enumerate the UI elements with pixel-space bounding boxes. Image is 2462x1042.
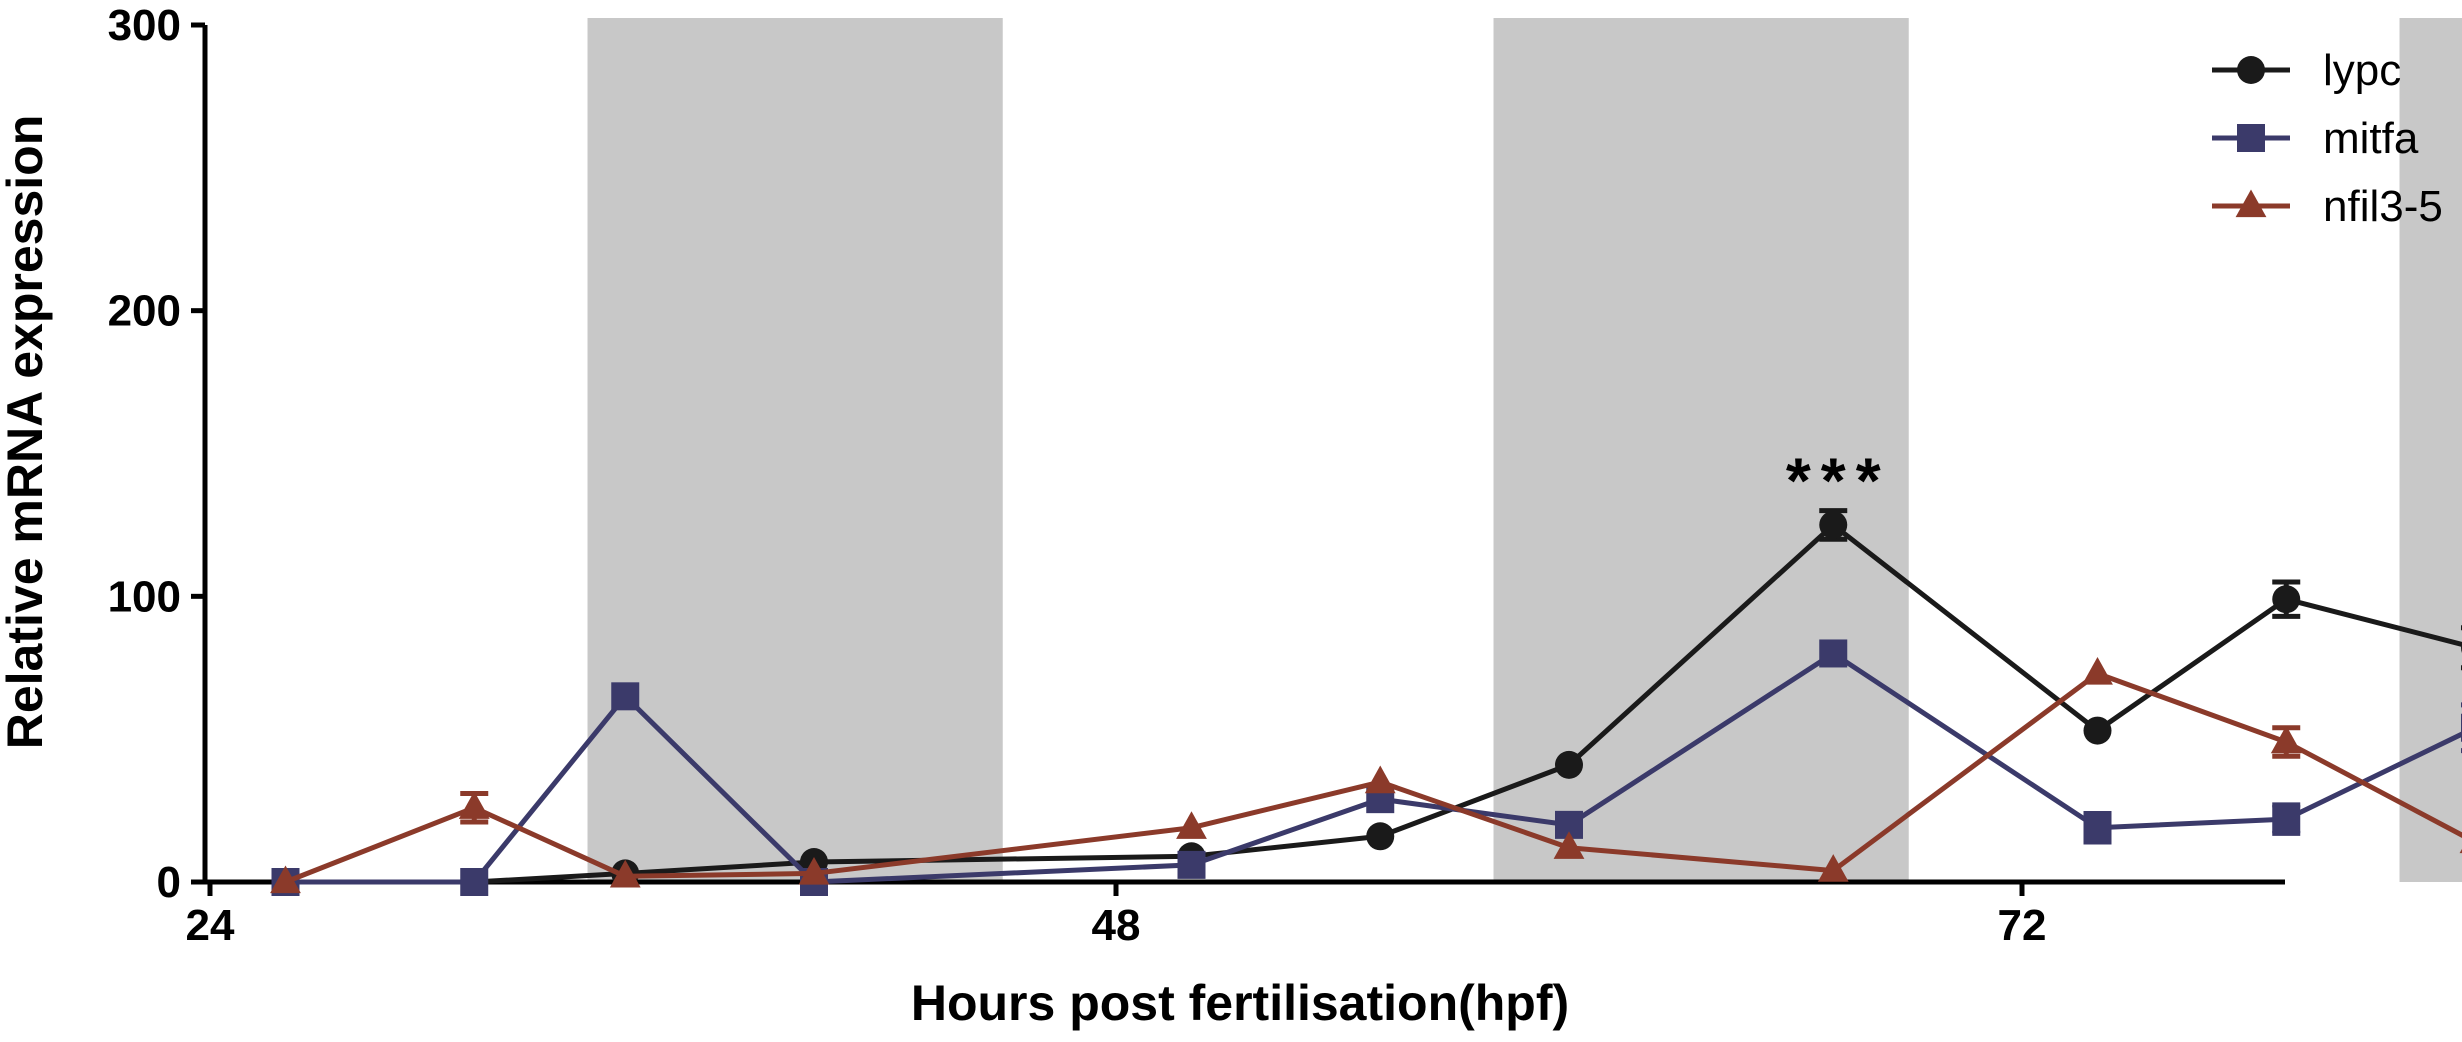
data-point-nfil3-5-8 bbox=[1817, 854, 1849, 882]
x-tick-label-72: 72 bbox=[1998, 901, 2047, 950]
series-line-mitfa bbox=[285, 650, 2462, 885]
data-point-nfil3-5-10 bbox=[2270, 725, 2302, 754]
data-point-nfil3-5-1 bbox=[270, 865, 301, 894]
y-tick-label-200: 200 bbox=[108, 287, 181, 336]
series-line-nfil3-5 bbox=[284, 670, 2462, 885]
data-point-nfil3-5-11 bbox=[2459, 848, 2462, 854]
shaded-band-1 bbox=[587, 18, 1003, 882]
data-point-mitfa-8 bbox=[1819, 639, 1848, 668]
axes: 010020030024487296120 bbox=[108, 1, 2285, 950]
data-point-mitfa-5 bbox=[1177, 850, 1206, 879]
data-point-nfil3-5-9 bbox=[2082, 656, 2113, 685]
data-point-mitfa-10 bbox=[2272, 805, 2301, 834]
annotations: ********* bbox=[1786, 444, 1891, 516]
legend-label-nfil3-5: nfil3-5 bbox=[2323, 182, 2443, 231]
data-point-nfil3-5-7 bbox=[1553, 831, 1585, 859]
shaded-intervals bbox=[587, 18, 2462, 882]
legend-marker-lypc bbox=[2237, 56, 2265, 84]
legend-label-lypc: lypc bbox=[2323, 46, 2401, 95]
data-point-mitfa-2 bbox=[460, 868, 489, 896]
data-point-lypc-10 bbox=[2272, 585, 2301, 614]
legend: lypc mitfa nfil3-5 bbox=[2212, 46, 2443, 231]
data-point-nfil3-5-2 bbox=[458, 791, 490, 819]
series-line-lypc bbox=[285, 522, 2462, 885]
data-point-nfil3-5-5 bbox=[1176, 811, 1207, 839]
legend-item-lypc: lypc bbox=[2212, 46, 2401, 95]
significance-label-1: *** bbox=[1786, 444, 1891, 516]
y-axis-title: Relative mRNA expression bbox=[0, 115, 53, 750]
y-tick-label-100: 100 bbox=[108, 572, 181, 621]
legend-marker-mitfa bbox=[2237, 124, 2265, 152]
x-tick-label-48: 48 bbox=[1092, 901, 1141, 950]
y-tick-label-300: 300 bbox=[108, 1, 181, 50]
data-point-nfil3-5-4 bbox=[798, 856, 830, 885]
data-point-mitfa-3 bbox=[611, 682, 640, 711]
data-point-mitfa-9 bbox=[2083, 813, 2112, 842]
legend-item-nfil3-5: nfil3-5 bbox=[2212, 182, 2443, 231]
data-point-lypc-8 bbox=[1819, 510, 1848, 539]
data-point-lypc-6 bbox=[1366, 822, 1395, 851]
data-point-nfil3-5-6 bbox=[1364, 765, 1396, 794]
data-point-lypc-9 bbox=[2083, 716, 2112, 745]
y-tick-label-0: 0 bbox=[157, 858, 181, 907]
legend-item-mitfa: mitfa bbox=[2212, 114, 2419, 163]
data-point-nfil3-5-3 bbox=[609, 859, 641, 888]
legend-marker-nfil3-5 bbox=[2235, 189, 2267, 218]
series-nfil3-5 bbox=[270, 656, 2462, 894]
series bbox=[270, 508, 2462, 896]
data-point-lypc-7 bbox=[1555, 750, 1583, 779]
x-axis-title: Hours post fertilisation(hpf) bbox=[911, 975, 1569, 1031]
x-tick-label-24: 24 bbox=[186, 901, 235, 950]
legend-label-mitfa: mitfa bbox=[2323, 114, 2419, 163]
